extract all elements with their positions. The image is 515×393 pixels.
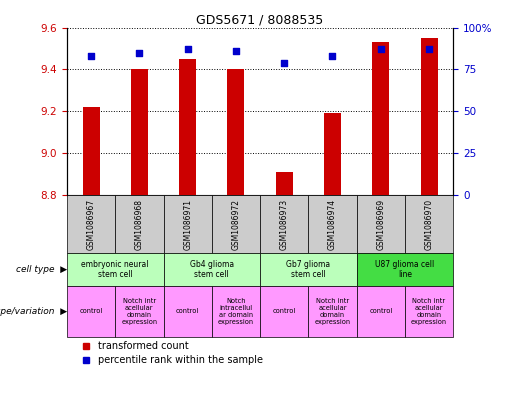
Text: GSM1086969: GSM1086969 bbox=[376, 199, 385, 250]
Text: Notch intr
acellular
domain
expression: Notch intr acellular domain expression bbox=[315, 298, 351, 325]
FancyBboxPatch shape bbox=[308, 286, 356, 337]
Text: GSM1086973: GSM1086973 bbox=[280, 199, 289, 250]
Title: GDS5671 / 8088535: GDS5671 / 8088535 bbox=[196, 13, 324, 26]
Text: cell type  ▶: cell type ▶ bbox=[16, 265, 67, 274]
Bar bbox=[276, 172, 293, 195]
Text: GSM1086970: GSM1086970 bbox=[424, 199, 434, 250]
Text: GSM1086967: GSM1086967 bbox=[87, 199, 96, 250]
Point bbox=[135, 50, 144, 56]
Point bbox=[232, 48, 240, 54]
FancyBboxPatch shape bbox=[163, 195, 212, 253]
Text: Gb4 glioma
stem cell: Gb4 glioma stem cell bbox=[190, 260, 234, 279]
Point bbox=[425, 46, 433, 52]
Text: control: control bbox=[369, 309, 392, 314]
FancyBboxPatch shape bbox=[67, 195, 115, 253]
Bar bbox=[228, 70, 245, 195]
FancyBboxPatch shape bbox=[67, 253, 163, 286]
FancyBboxPatch shape bbox=[260, 286, 308, 337]
Text: U87 glioma cell
line: U87 glioma cell line bbox=[375, 260, 435, 279]
Bar bbox=[324, 114, 341, 195]
FancyBboxPatch shape bbox=[67, 286, 115, 337]
FancyBboxPatch shape bbox=[356, 286, 405, 337]
FancyBboxPatch shape bbox=[405, 195, 453, 253]
FancyBboxPatch shape bbox=[356, 195, 405, 253]
Text: percentile rank within the sample: percentile rank within the sample bbox=[98, 355, 263, 365]
FancyBboxPatch shape bbox=[163, 253, 260, 286]
FancyBboxPatch shape bbox=[260, 195, 308, 253]
FancyBboxPatch shape bbox=[212, 286, 260, 337]
Text: control: control bbox=[272, 309, 296, 314]
Text: embryonic neural
stem cell: embryonic neural stem cell bbox=[81, 260, 149, 279]
FancyBboxPatch shape bbox=[405, 286, 453, 337]
FancyBboxPatch shape bbox=[356, 253, 453, 286]
Point bbox=[87, 53, 95, 59]
Bar bbox=[131, 70, 148, 195]
Text: transformed count: transformed count bbox=[98, 341, 188, 351]
Text: Notch
intracellul
ar domain
expression: Notch intracellul ar domain expression bbox=[218, 298, 254, 325]
FancyBboxPatch shape bbox=[260, 253, 356, 286]
Point bbox=[183, 46, 192, 52]
Point bbox=[280, 60, 288, 66]
Point bbox=[329, 53, 337, 59]
Bar bbox=[179, 59, 196, 195]
FancyBboxPatch shape bbox=[212, 195, 260, 253]
Text: control: control bbox=[176, 309, 199, 314]
Text: control: control bbox=[79, 309, 102, 314]
FancyBboxPatch shape bbox=[115, 286, 163, 337]
Bar bbox=[372, 42, 389, 195]
FancyBboxPatch shape bbox=[115, 195, 163, 253]
Point bbox=[376, 46, 385, 52]
Text: GSM1086968: GSM1086968 bbox=[135, 199, 144, 250]
Text: Gb7 glioma
stem cell: Gb7 glioma stem cell bbox=[286, 260, 331, 279]
Bar bbox=[421, 38, 438, 195]
Text: GSM1086972: GSM1086972 bbox=[231, 199, 241, 250]
Text: GSM1086971: GSM1086971 bbox=[183, 199, 192, 250]
FancyBboxPatch shape bbox=[308, 195, 356, 253]
Text: GSM1086974: GSM1086974 bbox=[328, 199, 337, 250]
Text: Notch intr
acellular
domain
expression: Notch intr acellular domain expression bbox=[122, 298, 158, 325]
FancyBboxPatch shape bbox=[163, 286, 212, 337]
Bar bbox=[82, 107, 99, 195]
Text: Notch intr
acellular
domain
expression: Notch intr acellular domain expression bbox=[411, 298, 447, 325]
Text: genotype/variation  ▶: genotype/variation ▶ bbox=[0, 307, 67, 316]
